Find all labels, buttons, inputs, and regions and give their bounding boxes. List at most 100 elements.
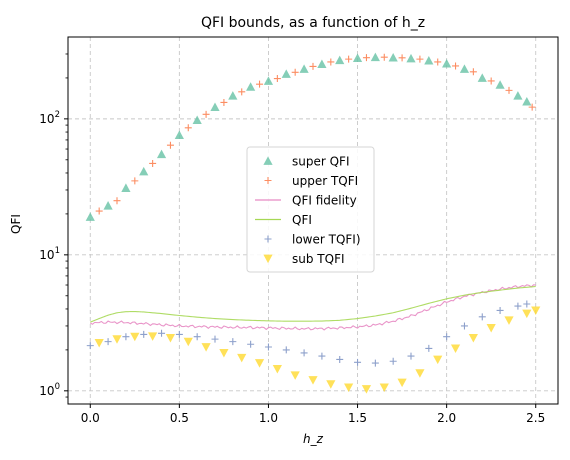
- series-markers: [85, 52, 541, 394]
- point-upper-tqfi: [131, 177, 139, 185]
- legend-label-lower-tqfi: lower TQFI): [292, 233, 361, 247]
- point-super-qfi: [406, 53, 416, 63]
- point-lower-tqfi: [264, 343, 272, 351]
- point-upper-tqfi: [380, 53, 388, 61]
- point-lower-tqfi: [158, 329, 166, 337]
- point-upper-tqfi: [113, 197, 121, 205]
- point-upper-tqfi: [149, 159, 157, 167]
- point-super-qfi: [388, 53, 398, 62]
- legend-label-upper-tqfi: upper TQFI: [292, 174, 358, 188]
- point-sub-tqfi: [344, 383, 354, 392]
- point-upper-tqfi: [487, 77, 495, 85]
- point-upper-tqfi: [256, 80, 264, 88]
- legend: super QFI upper TQFI QFI fidelity QFI lower …: [246, 146, 375, 273]
- point-upper-tqfi: [327, 58, 335, 66]
- point-lower-tqfi: [140, 330, 148, 338]
- point-super-qfi: [156, 149, 167, 159]
- point-super-qfi: [192, 115, 202, 124]
- point-lower-tqfi: [122, 333, 130, 341]
- x-tick-label: 1.5: [348, 411, 367, 425]
- point-sub-tqfi: [272, 364, 282, 374]
- y-tick-label: 100: [39, 382, 60, 398]
- point-sub-tqfi: [415, 369, 425, 378]
- point-sub-tqfi: [219, 349, 229, 358]
- series-line-qfi: [90, 285, 536, 323]
- point-super-qfi: [459, 64, 470, 73]
- point-super-qfi: [85, 212, 95, 221]
- x-tick-label: 0.5: [170, 411, 189, 425]
- y-tick-exponent: 0: [55, 382, 60, 392]
- point-sub-tqfi: [237, 353, 247, 363]
- point-lower-tqfi: [460, 322, 468, 330]
- point-lower-tqfi: [354, 358, 362, 366]
- point-lower-tqfi: [211, 335, 219, 343]
- point-sub-tqfi: [326, 380, 336, 389]
- y-axis-label: QFI: [9, 214, 23, 234]
- point-super-qfi: [370, 52, 380, 62]
- point-upper-tqfi: [202, 110, 210, 118]
- point-sub-tqfi: [254, 359, 265, 368]
- point-upper-tqfi: [291, 68, 299, 76]
- point-upper-tqfi: [184, 124, 192, 132]
- y-tick-label: 101: [39, 246, 60, 262]
- point-upper-tqfi: [220, 98, 228, 106]
- point-sub-tqfi: [397, 378, 407, 388]
- point-sub-tqfi: [531, 306, 541, 316]
- point-super-qfi: [335, 55, 345, 65]
- point-lower-tqfi: [407, 352, 415, 360]
- point-lower-tqfi: [300, 349, 308, 357]
- point-sub-tqfi: [468, 333, 478, 343]
- point-upper-tqfi: [398, 54, 406, 62]
- point-sub-tqfi: [486, 324, 496, 333]
- legend-label-super-qfi: super QFI: [292, 155, 350, 169]
- point-upper-tqfi: [452, 62, 460, 70]
- point-upper-tqfi: [238, 88, 246, 96]
- point-super-qfi: [210, 102, 220, 112]
- point-sub-tqfi: [522, 309, 532, 319]
- point-super-qfi: [246, 82, 256, 91]
- point-super-qfi: [513, 91, 523, 100]
- legend-handle-lower-tqfi: [264, 235, 272, 243]
- point-upper-tqfi: [505, 86, 513, 94]
- point-upper-tqfi: [362, 54, 370, 62]
- chart-title-text: QFI bounds, as a function of h_z: [201, 15, 425, 31]
- point-lower-tqfi: [496, 306, 504, 314]
- y-tick-exponent: 1: [55, 246, 60, 256]
- point-sub-tqfi: [504, 316, 514, 325]
- point-sub-tqfi: [130, 332, 140, 342]
- point-super-qfi: [424, 56, 434, 65]
- plot-frame: [67, 36, 559, 405]
- point-sub-tqfi: [183, 337, 193, 347]
- point-sub-tqfi: [290, 371, 300, 380]
- point-upper-tqfi: [345, 55, 353, 63]
- point-upper-tqfi: [95, 207, 103, 215]
- point-lower-tqfi: [229, 338, 237, 346]
- point-super-qfi: [522, 96, 532, 106]
- x-axis-label: h_z: [303, 432, 324, 446]
- point-upper-tqfi: [166, 141, 174, 149]
- point-super-qfi: [317, 59, 327, 68]
- point-sub-tqfi: [165, 333, 176, 343]
- point-upper-tqfi: [309, 62, 317, 70]
- point-lower-tqfi: [86, 342, 94, 350]
- point-upper-tqfi: [434, 58, 442, 66]
- point-sub-tqfi: [433, 355, 443, 365]
- y-tick-exponent: 2: [55, 110, 60, 120]
- legend-label-qfi-fidelity: QFI fidelity: [292, 194, 357, 208]
- point-sub-tqfi: [450, 344, 461, 354]
- point-sub-tqfi: [148, 332, 158, 341]
- point-super-qfi: [442, 58, 452, 68]
- legend-handle-sub-tqfi: [263, 254, 273, 264]
- point-lower-tqfi: [318, 352, 326, 360]
- point-super-qfi: [477, 73, 487, 82]
- chart-title: QFI bounds, as a function of h_z: [201, 15, 425, 31]
- point-sub-tqfi: [379, 383, 389, 392]
- legend-label-sub-tqfi: sub TQFI: [292, 252, 345, 266]
- y-tick-base: 10: [39, 384, 54, 398]
- point-lower-tqfi: [389, 357, 397, 365]
- point-lower-tqfi: [175, 330, 183, 338]
- point-super-qfi: [263, 76, 274, 85]
- point-sub-tqfi: [94, 339, 104, 348]
